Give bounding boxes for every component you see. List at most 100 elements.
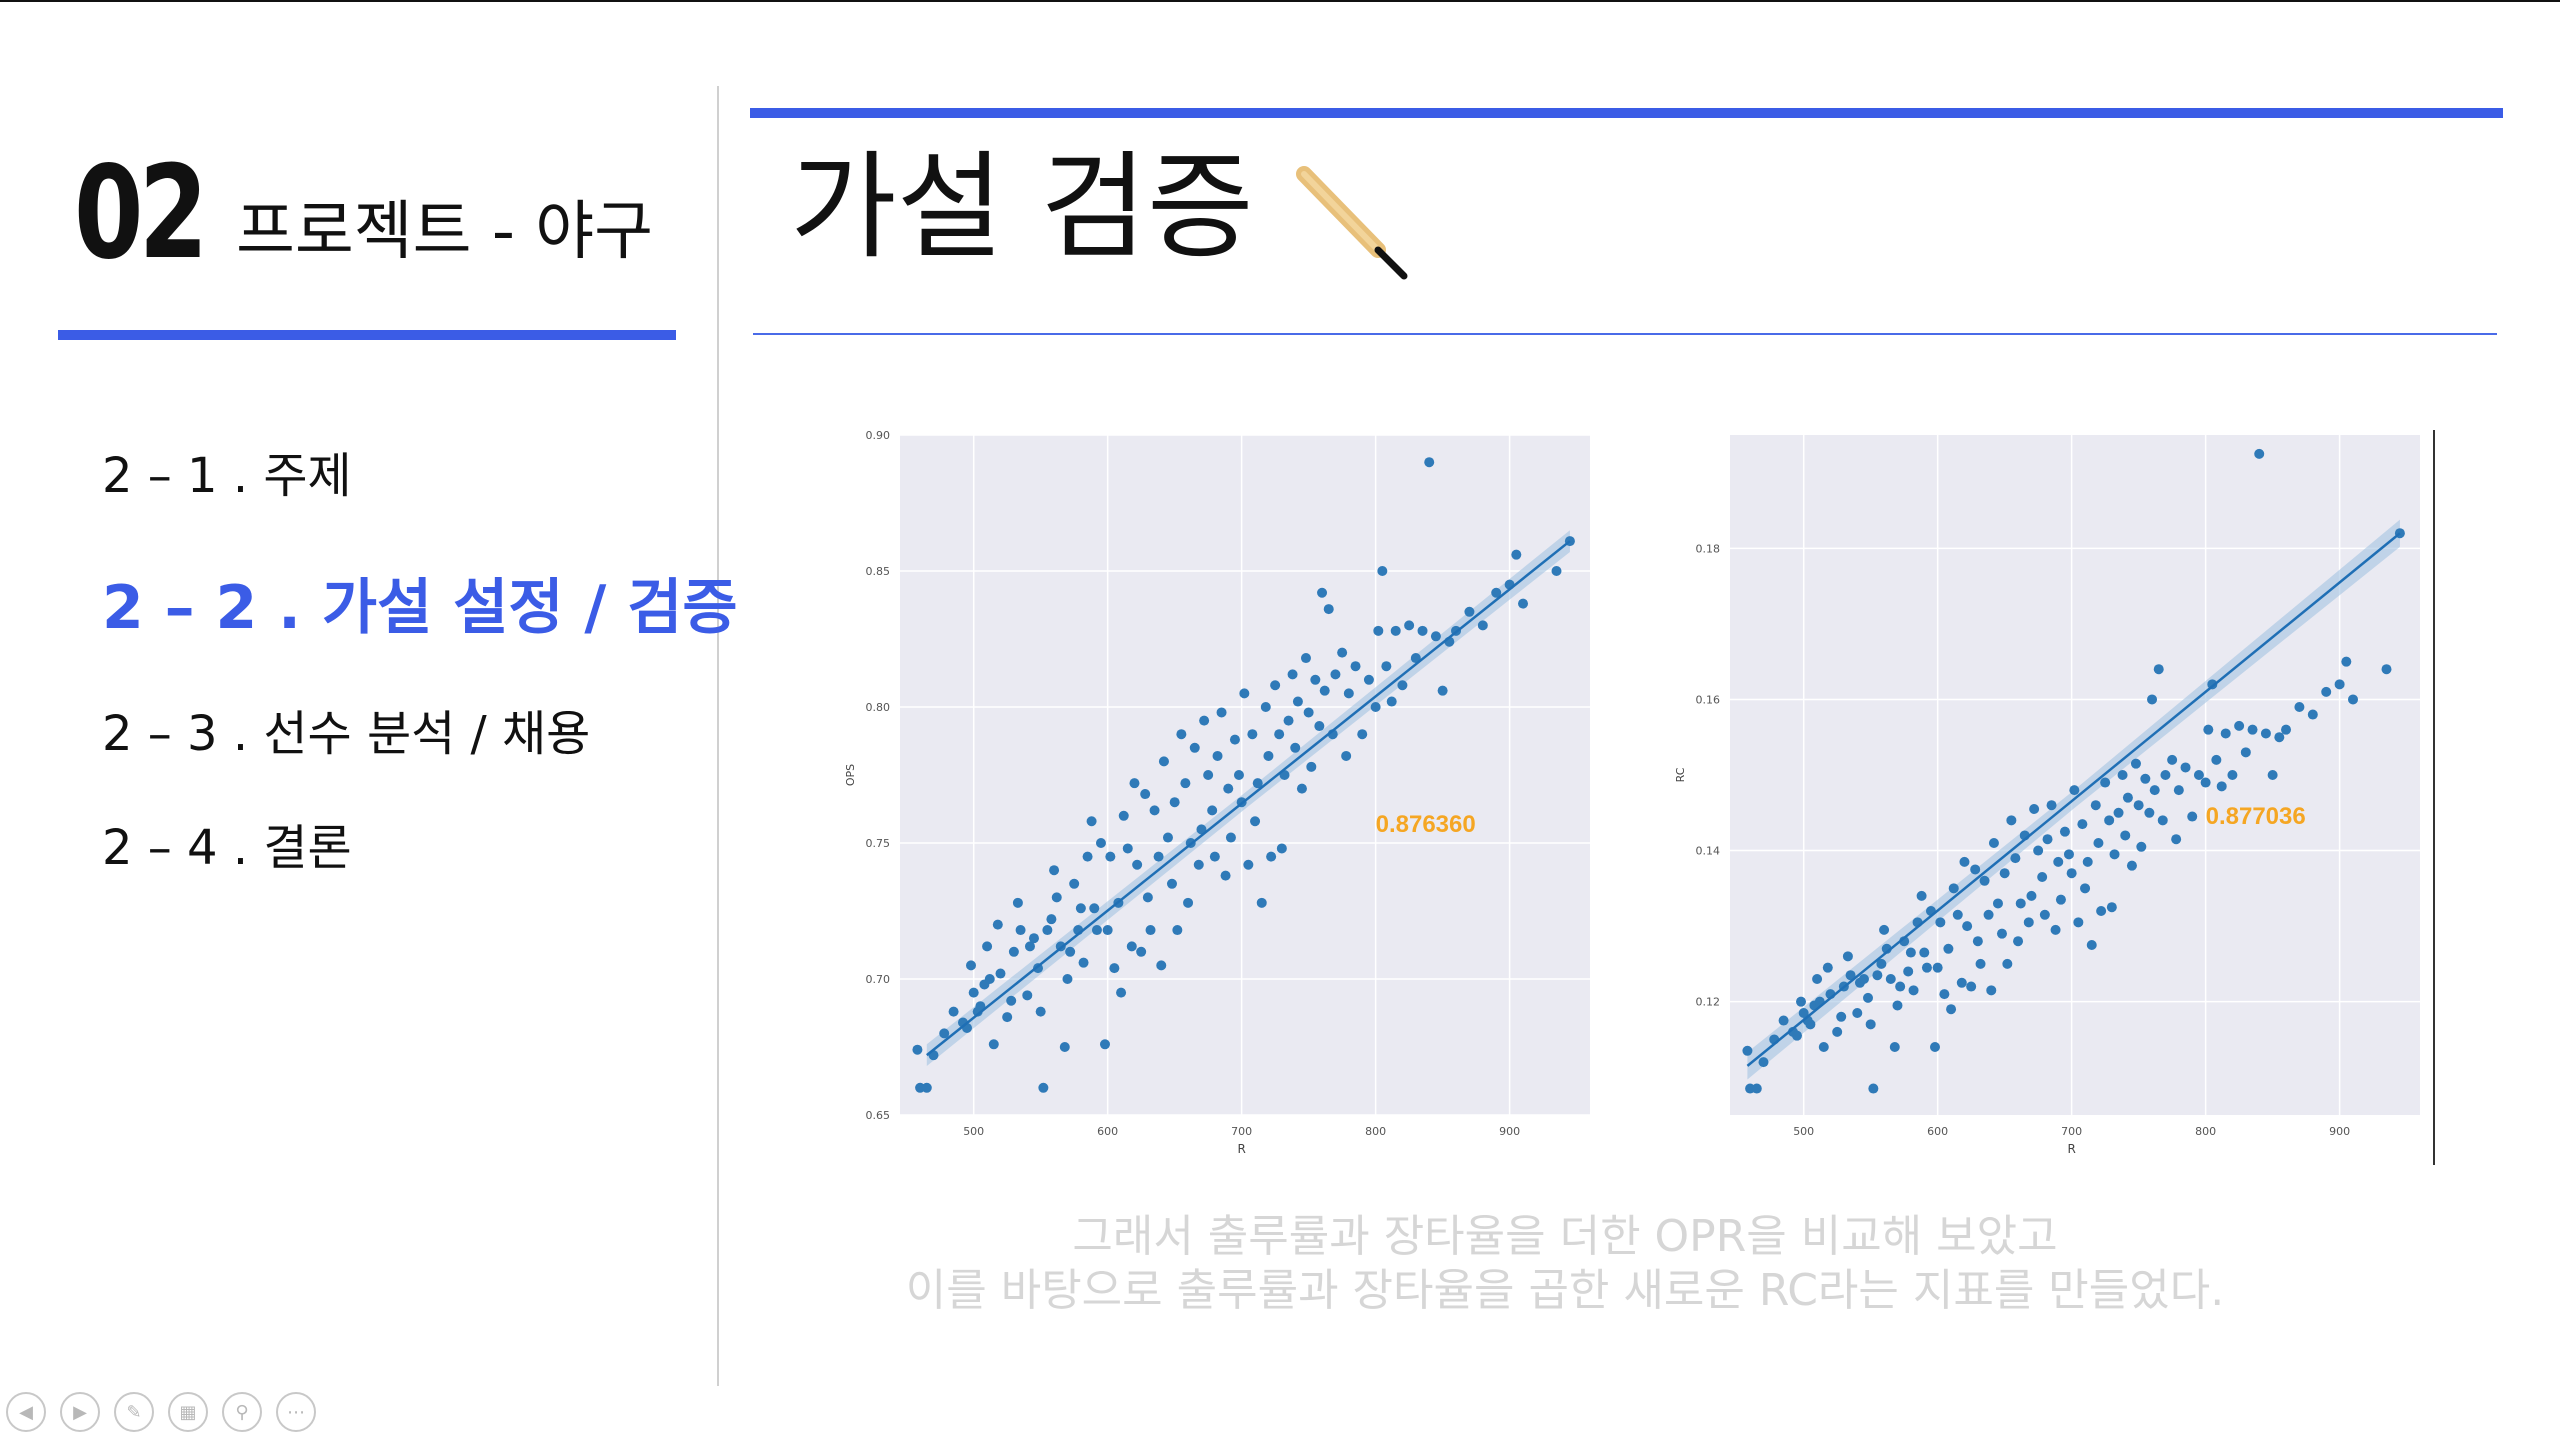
data-point bbox=[1038, 1082, 1049, 1093]
ops-scatter-chart: 500 600 700 800 900 0.65 0.70 0.75 0.80 0.85 0.90 R… bbox=[844, 429, 1590, 1156]
data-point bbox=[2334, 679, 2345, 690]
correlation-annotation: 0.877036 bbox=[2206, 803, 2306, 830]
data-point bbox=[1363, 674, 1374, 685]
data-point bbox=[1988, 838, 1999, 848]
data-point bbox=[1404, 620, 1415, 631]
data-point bbox=[2227, 770, 2238, 780]
data-point bbox=[2348, 694, 2359, 705]
data-point bbox=[1082, 851, 1093, 862]
data-point bbox=[1105, 851, 1116, 862]
x-axis-label: R bbox=[2067, 1142, 2075, 1156]
data-point bbox=[2100, 777, 2111, 788]
data-point bbox=[1310, 674, 1321, 685]
data-point bbox=[1357, 729, 1368, 740]
data-point bbox=[2023, 917, 2034, 928]
data-point bbox=[1903, 966, 1914, 977]
menu-item-conclusion[interactable]: 2 – 4 . 결론 bbox=[102, 820, 352, 876]
plot-panel bbox=[1730, 435, 2420, 1115]
menu-item-topic[interactable]: 2 – 1 . 주제 bbox=[102, 448, 352, 504]
data-point bbox=[2033, 845, 2044, 856]
data-point bbox=[2013, 936, 2024, 947]
y-axis-label: OPS bbox=[844, 764, 857, 786]
plot-panel bbox=[900, 435, 1590, 1115]
data-point bbox=[2193, 770, 2204, 780]
data-point bbox=[1370, 702, 1381, 712]
data-point bbox=[1078, 957, 1089, 968]
data-point bbox=[984, 974, 995, 984]
data-point bbox=[1410, 653, 1421, 664]
data-point bbox=[2220, 728, 2231, 739]
data-point bbox=[1089, 903, 1100, 914]
data-point bbox=[1292, 696, 1303, 707]
data-point bbox=[1203, 770, 1214, 780]
data-point bbox=[1943, 943, 1954, 954]
data-point bbox=[1169, 797, 1180, 808]
data-point bbox=[2015, 898, 2026, 909]
data-point bbox=[1491, 587, 1502, 598]
slideshow-toolbar: ◀ ▶ ✎ ▦ ⚲ ⋯ bbox=[6, 1392, 316, 1432]
data-point bbox=[1836, 1011, 1847, 1022]
data-point bbox=[1049, 865, 1060, 876]
menu-item-player-analysis[interactable]: 2 – 3 . 선수 분석 / 채용 bbox=[102, 706, 591, 762]
data-point bbox=[1430, 631, 1441, 642]
data-point bbox=[1300, 653, 1311, 664]
data-point bbox=[1145, 925, 1156, 936]
data-point bbox=[1263, 750, 1274, 761]
pen-icon[interactable]: ✎ bbox=[114, 1392, 154, 1432]
data-point bbox=[1012, 897, 1023, 908]
data-point bbox=[2113, 807, 2124, 818]
data-point bbox=[1842, 951, 1853, 962]
data-point bbox=[1149, 805, 1160, 816]
data-point bbox=[2039, 909, 2050, 920]
data-point bbox=[1916, 890, 1927, 901]
data-point bbox=[2240, 747, 2251, 758]
data-point bbox=[1477, 620, 1488, 631]
x-tick-label: 800 bbox=[1365, 1125, 1386, 1138]
y-tick-label: 0.12 bbox=[1696, 996, 1721, 1009]
next-icon[interactable]: ▶ bbox=[60, 1392, 100, 1432]
data-point bbox=[1132, 859, 1143, 870]
data-point bbox=[988, 1039, 999, 1050]
data-point bbox=[1876, 958, 1887, 969]
data-point bbox=[1970, 864, 1981, 875]
data-point bbox=[1233, 770, 1244, 780]
data-point bbox=[1323, 604, 1334, 615]
data-point bbox=[1798, 1008, 1809, 1018]
data-point bbox=[1317, 587, 1328, 598]
data-point bbox=[1024, 941, 1035, 952]
data-point bbox=[2106, 902, 2117, 913]
menu-item-hypothesis[interactable]: 2 – 2 . 가설 설정 / 검증 bbox=[102, 573, 738, 643]
data-point bbox=[2002, 958, 2013, 969]
more-icon[interactable]: ⋯ bbox=[276, 1392, 316, 1432]
data-point bbox=[1390, 625, 1401, 636]
data-point bbox=[1199, 715, 1210, 726]
data-point bbox=[912, 1044, 923, 1055]
data-point bbox=[1373, 625, 1384, 636]
data-point bbox=[2267, 770, 2278, 780]
data-point bbox=[1511, 549, 1522, 560]
data-point bbox=[1975, 958, 1986, 969]
prev-icon[interactable]: ◀ bbox=[6, 1392, 46, 1432]
data-point bbox=[2120, 830, 2131, 841]
data-point bbox=[2307, 709, 2318, 720]
slides-icon[interactable]: ▦ bbox=[168, 1392, 208, 1432]
data-point bbox=[1118, 810, 1129, 821]
data-point bbox=[2037, 872, 2048, 882]
data-point bbox=[1256, 897, 1267, 908]
data-point bbox=[1176, 729, 1187, 740]
data-point bbox=[1140, 789, 1151, 800]
x-tick-label: 500 bbox=[1793, 1125, 1814, 1138]
y-tick-label: 0.85 bbox=[866, 565, 891, 578]
x-tick-label: 800 bbox=[2195, 1125, 2216, 1138]
data-point bbox=[1028, 933, 1039, 944]
data-point bbox=[1065, 946, 1076, 957]
x-tick-label: 600 bbox=[1927, 1125, 1948, 1138]
data-point bbox=[1424, 457, 1435, 468]
data-point bbox=[2144, 807, 2155, 818]
data-point bbox=[1812, 974, 1823, 984]
data-point bbox=[1381, 661, 1392, 672]
data-point bbox=[2341, 656, 2352, 667]
data-point bbox=[1158, 756, 1169, 767]
zoom-icon[interactable]: ⚲ bbox=[222, 1392, 262, 1432]
x-tick-label: 900 bbox=[1499, 1125, 1520, 1138]
